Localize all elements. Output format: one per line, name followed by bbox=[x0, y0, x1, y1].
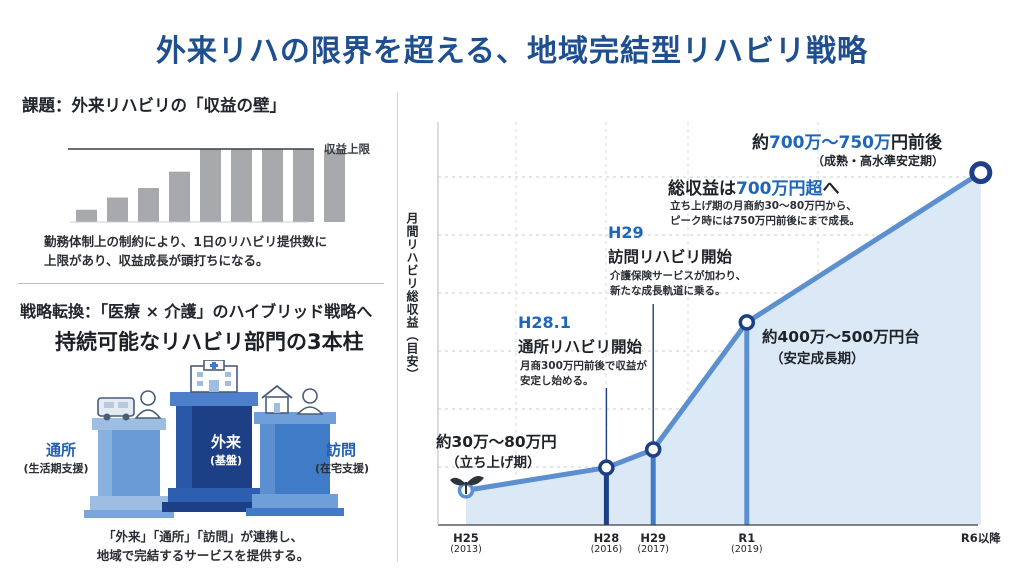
pillar-gairai-sub: (基盤) bbox=[209, 454, 243, 467]
caption-line: 勤務体制上の制約により、1日のリハビリ提供数に bbox=[44, 234, 327, 249]
annotation-h28-main: 通所リハビリ開始 bbox=[518, 338, 643, 356]
revenue-bar bbox=[231, 149, 252, 222]
revenue-wall-heading: 課題：外来リハビリの「収益の壁」 bbox=[22, 96, 286, 115]
x-tick-text: R6以降 bbox=[960, 531, 1001, 545]
x-tick-label: H29 (2017) bbox=[623, 532, 683, 556]
annotation-total-num: 700万円超 bbox=[736, 179, 823, 199]
annotation-h28-tag: H28.1 bbox=[518, 313, 571, 332]
horizontal-divider bbox=[18, 283, 384, 284]
detail-line: 立ち上げ期の月商約30～80万円から、 bbox=[670, 200, 857, 212]
vertical-divider bbox=[397, 92, 398, 562]
hospital-icon bbox=[190, 360, 238, 393]
chart-droplines bbox=[603, 304, 750, 525]
pillar-tsusho-label: 通所 bbox=[45, 441, 76, 459]
annotation-r1-sub: （安定成長期） bbox=[770, 351, 865, 367]
x-tick-year: (2016) bbox=[590, 544, 623, 555]
three-pillars-illustration bbox=[84, 360, 344, 518]
x-tick-label: H28 (2016) bbox=[576, 532, 636, 556]
x-tick-text: H25 bbox=[453, 531, 479, 545]
x-tick-year: (2013) bbox=[450, 544, 482, 555]
data-point bbox=[644, 441, 662, 458]
caption-line: 上限があり、収益成長が頭打ちになる。 bbox=[44, 253, 269, 268]
data-point bbox=[598, 459, 615, 476]
annotation-r6-num: 700万～750万 bbox=[769, 133, 891, 153]
detail-line: 介護保険サービスが加わり、 bbox=[610, 270, 747, 282]
detail-line: 安定し始める。 bbox=[520, 375, 594, 387]
detail-line: ピーク時には750万円前後にまで成長。 bbox=[670, 215, 860, 227]
pillar-tsusho-sub: (生活期支援) bbox=[23, 462, 89, 475]
pillar-tsusho bbox=[84, 418, 174, 518]
annotation-h25-main: 約30万～80万円 bbox=[436, 433, 557, 451]
annotation-total-main: 総収益は700万円超へ bbox=[668, 174, 840, 199]
annotation-h29-tag: H29 bbox=[608, 223, 644, 242]
caption-line: 「外来」「通所」「訪問」が連携し、 bbox=[102, 529, 303, 544]
annotation-h28-detail: 月商300万円前後で収益が 安定し始める。 bbox=[520, 359, 647, 389]
pillar-homon-sub: (在宅支援) bbox=[314, 462, 370, 475]
annotation-r6-sub: （成熟・高水準安定期） bbox=[812, 154, 945, 168]
chart-y-axis-label: 月間リハビリ総収益（目安） bbox=[405, 212, 419, 381]
x-tick-label: R1 (2019) bbox=[717, 532, 777, 556]
detail-line: 新たな成長軌道に乗る。 bbox=[610, 285, 726, 297]
annotation-h25-sub: （立ち上げ期） bbox=[446, 455, 541, 471]
annotation-h29-main: 訪問リハビリ開始 bbox=[608, 248, 733, 266]
van-icon bbox=[97, 397, 135, 421]
x-tick-text: H28 bbox=[593, 531, 620, 545]
annotation-total-pre: 総収益は bbox=[668, 179, 736, 199]
annotation-r1-main: 約400万～500万円台 bbox=[762, 328, 920, 346]
caption-line: 地域で完結するサービスを提供する。 bbox=[96, 548, 310, 563]
revenue-bar bbox=[107, 197, 128, 222]
annotation-total-post: へ bbox=[822, 179, 840, 199]
annotation-h29-detail: 介護保険サービスが加わり、 新たな成長軌道に乗る。 bbox=[610, 269, 746, 299]
x-tick-label: H25 (2013) bbox=[436, 532, 496, 556]
annotation-total-detail: 立ち上げ期の月商約30～80万円から、 ピーク時には750万円前後にまで成長。 bbox=[670, 199, 860, 229]
revenue-bar bbox=[200, 149, 221, 222]
x-tick-year: (2017) bbox=[637, 544, 669, 555]
house-icon bbox=[261, 384, 293, 414]
revenue-growth-chart bbox=[437, 122, 993, 526]
pillar-gairai-label: 外来 bbox=[210, 433, 241, 451]
revenue-limit-label: 収益上限 bbox=[324, 142, 370, 156]
therapist-icon bbox=[296, 388, 324, 415]
sprout-icon bbox=[450, 476, 484, 494]
pillars-heading: 持続可能なリハビリ部門の3本柱 bbox=[55, 330, 364, 354]
data-point bbox=[738, 314, 756, 331]
pillar-homon-label: 訪問 bbox=[325, 441, 356, 459]
pillar-gairai bbox=[162, 392, 266, 512]
strategy-heading: 戦略転換：「医療 × 介護」のハイブリッド戦略へ bbox=[20, 302, 373, 321]
x-tick-year: (2019) bbox=[731, 544, 763, 555]
page-title: 外来リハの限界を超える、地域完結型リハビリ戦略 bbox=[155, 34, 869, 69]
annotation-r6-pre: 約 bbox=[752, 133, 769, 153]
pillar-homon bbox=[246, 412, 344, 516]
pillars-caption: 「外来」「通所」「訪問」が連携し、 地域で完結するサービスを提供する。 bbox=[88, 527, 318, 565]
revenue-bar bbox=[169, 171, 190, 222]
detail-line: 月商300万円前後で収益が bbox=[520, 360, 647, 372]
revenue-bar bbox=[293, 149, 314, 222]
caregiver-icon bbox=[134, 390, 162, 419]
revenue-bar bbox=[76, 209, 97, 222]
x-tick-text: R1 bbox=[738, 531, 756, 545]
x-tick-text: H29 bbox=[640, 531, 666, 545]
chart-area-fill bbox=[466, 172, 981, 525]
annotation-r6-main: 約700万～750万円前後 bbox=[752, 128, 942, 153]
revenue-bar bbox=[324, 149, 345, 222]
revenue-wall-bar-chart: 収益上限 bbox=[68, 142, 370, 223]
data-point bbox=[969, 161, 993, 185]
revenue-bar bbox=[262, 149, 283, 222]
revenue-bar bbox=[138, 188, 159, 222]
revenue-wall-caption: 勤務体制上の制約により、1日のリハビリ提供数に 上限があり、収益成長が頭打ちにな… bbox=[44, 232, 327, 270]
x-tick-label: R6以降 bbox=[951, 532, 1011, 544]
annotation-r6-post: 円前後 bbox=[890, 133, 942, 153]
